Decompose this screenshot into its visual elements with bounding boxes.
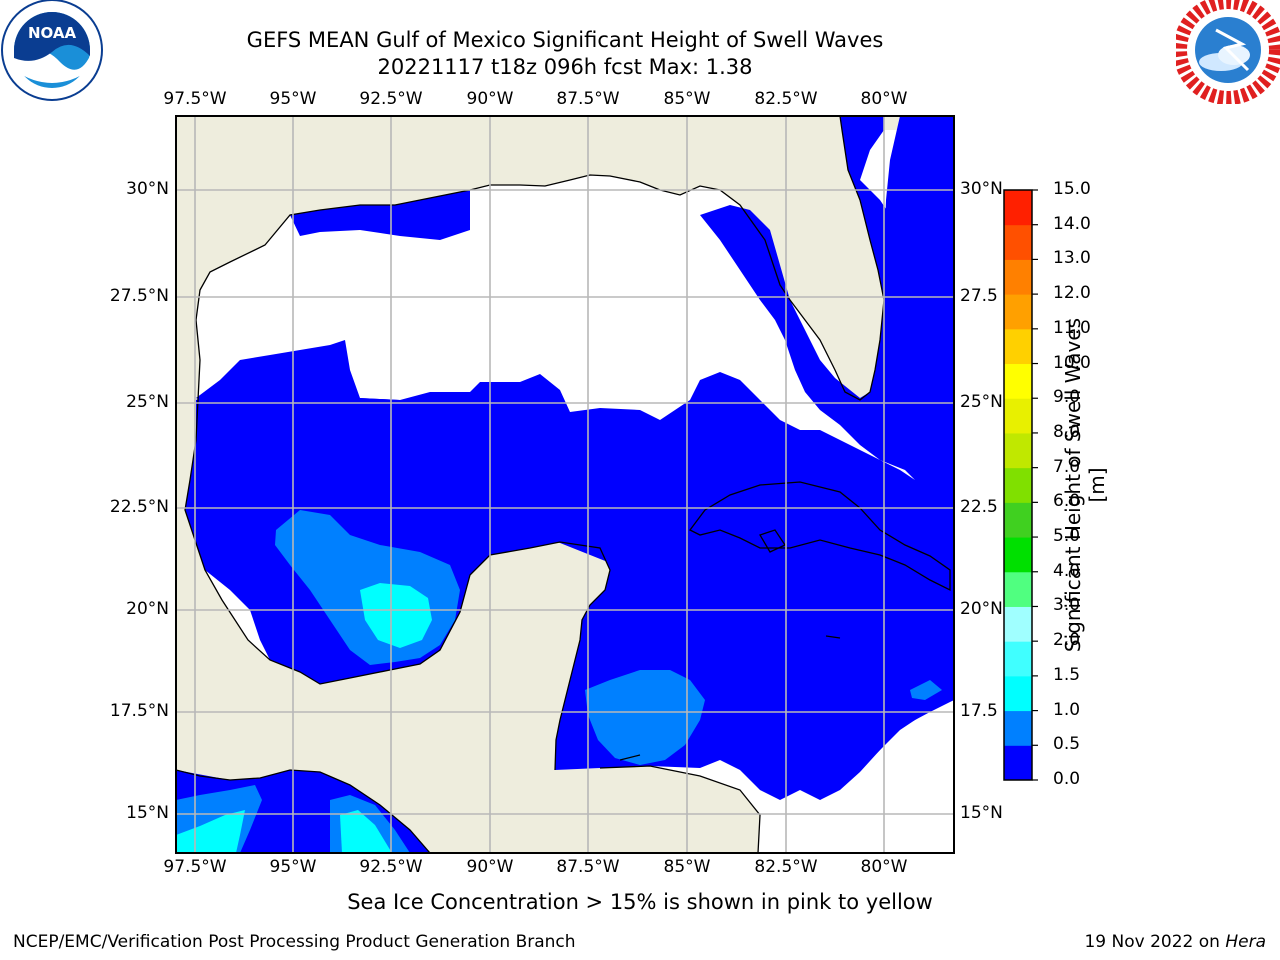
latitude-label-right: 15°N — [960, 803, 1003, 823]
colorbar — [1003, 189, 1038, 781]
longitude-label: 87.5°W — [556, 857, 620, 877]
colorbar-tick-label: 7.0 — [1053, 456, 1081, 477]
colorbar-segment — [1004, 190, 1032, 226]
longitude-label: 85°W — [663, 89, 711, 109]
colorbar-segment — [1004, 259, 1032, 295]
colorbar-segment — [1004, 294, 1032, 330]
longitude-label: 90°W — [466, 89, 514, 109]
latitude-label: 15°N — [126, 803, 169, 823]
footer-date: 19 Nov 2022 on Hera — [1084, 932, 1266, 952]
colorbar-tick-label: 10.0 — [1053, 352, 1091, 373]
longitude-label: 82.5°W — [754, 89, 818, 109]
colorbar-segment — [1004, 328, 1032, 365]
longitude-label: 87.5°W — [556, 89, 620, 109]
latitude-label-right: 20°N — [960, 599, 1003, 619]
longitude-label: 95°W — [269, 89, 317, 109]
latitude-label: 30°N — [126, 179, 169, 199]
colorbar-frame — [1003, 189, 1033, 781]
colorbar-tick-label: 0.0 — [1053, 769, 1081, 789]
noaa-logo: NOAA — [1, 0, 103, 101]
longitude-label: 97.5°W — [163, 857, 227, 877]
sea-ice-note: Sea Ice Concentration > 15% is shown in … — [347, 890, 933, 914]
latitude-label-right: 17.5 — [960, 701, 998, 721]
longitude-label: 80°W — [860, 857, 908, 877]
latitude-label: 27.5°N — [109, 286, 169, 306]
longitude-label: 90°W — [466, 857, 514, 877]
swell-1.0-1.5 — [176, 583, 432, 853]
map-plot-area — [176, 116, 954, 853]
colorbar-tick-label: 0.5 — [1053, 734, 1081, 755]
colorbar-tick-label: 2.0 — [1053, 630, 1081, 651]
latitude-label-right: 25°N — [960, 392, 1003, 412]
longitude-label: 85°W — [663, 857, 711, 877]
colorbar-segment — [1004, 641, 1032, 677]
gridlines — [176, 116, 954, 853]
colorbar-tick-label: 14.0 — [1053, 213, 1091, 234]
colorbar-tick-label: 15.0 — [1053, 179, 1091, 199]
longitude-label: 80°W — [860, 89, 908, 109]
colorbar-tick-label: 11.0 — [1053, 317, 1091, 338]
longitude-label: 97.5°W — [163, 89, 227, 109]
latitude-label: 20°N — [126, 599, 169, 619]
footer-host: Hera — [1225, 932, 1266, 952]
latitude-label: 25°N — [126, 392, 169, 412]
colorbar-segment — [1004, 432, 1032, 469]
colorbar-segment — [1004, 571, 1032, 607]
footer-date-text: 19 Nov 2022 on — [1084, 932, 1226, 952]
colorbar-segment — [1004, 467, 1032, 503]
latitude-label: 22.5°N — [109, 497, 169, 517]
colorbar-tick-label: 12.0 — [1053, 283, 1091, 304]
colorbar-tick-label: 13.0 — [1053, 248, 1091, 269]
latitude-label-right: 27.5 — [960, 286, 998, 306]
longitude-label: 95°W — [269, 857, 317, 877]
colorbar-segment — [1004, 224, 1032, 260]
chart-subtitle: 20221117 t18z 096h fcst Max: 1.38 — [377, 55, 753, 79]
colorbar-segment — [1004, 363, 1032, 399]
colorbar-tick-label: 4.0 — [1053, 560, 1081, 581]
colorbar-tick-label: 1.0 — [1053, 699, 1081, 720]
colorbar-segment — [1004, 398, 1032, 434]
colorbar-tick-label: 6.0 — [1053, 491, 1081, 512]
latitude-label-right: 22.5 — [960, 497, 998, 517]
nws-logo — [1176, 0, 1280, 104]
colorbar-segment — [1004, 710, 1032, 746]
colorbar-tick-label: 9.0 — [1053, 387, 1081, 408]
colorbar-segment — [1004, 675, 1032, 712]
longitude-label: 82.5°W — [754, 857, 818, 877]
colorbar-label: Significant Height of Swell Waves [m] — [1061, 317, 1109, 653]
latitude-label: 17.5°N — [109, 701, 169, 721]
footer-branch: NCEP/EMC/Verification Post Processing Pr… — [13, 932, 576, 952]
colorbar-tick-label: 5.0 — [1053, 526, 1081, 547]
colorbar-tick-label: 1.5 — [1053, 664, 1081, 685]
svg-text:NOAA: NOAA — [28, 24, 77, 42]
colorbar-tick-label: 8.0 — [1053, 421, 1081, 442]
longitude-label: 92.5°W — [359, 89, 423, 109]
map-frame — [175, 115, 955, 854]
colorbar-segment — [1004, 606, 1032, 642]
colorbar-segment — [1004, 502, 1032, 538]
colorbar-tick-label: 3.0 — [1053, 595, 1081, 616]
chart-title: GEFS MEAN Gulf of Mexico Significant Hei… — [246, 28, 884, 52]
latitude-label-right: 30°N — [960, 179, 1003, 199]
colorbar-segment — [1004, 537, 1032, 573]
colorbar-segment — [1004, 745, 1032, 781]
longitude-label: 92.5°W — [359, 857, 423, 877]
